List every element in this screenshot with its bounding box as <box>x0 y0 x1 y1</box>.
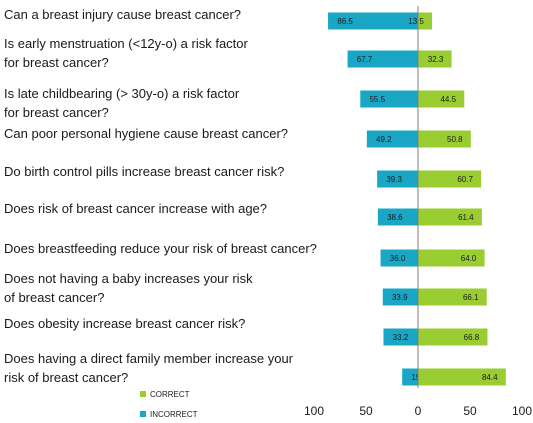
incorrect-value-label: 33.2 <box>393 333 409 342</box>
incorrect-bar <box>380 249 418 267</box>
incorrect-value-label: 38.6 <box>387 213 403 222</box>
question-label: Does breastfeeding reduce your risk of b… <box>4 241 317 256</box>
incorrect-bar <box>347 50 418 68</box>
x-tick-label: 100 <box>304 404 324 418</box>
incorrect-value-label: 67.7 <box>357 55 373 64</box>
correct-bar <box>418 50 452 68</box>
incorrect-bar <box>383 328 418 346</box>
correct-bar <box>418 130 471 148</box>
incorrect-bar <box>402 368 418 386</box>
question-label: Can a breast injury cause breast cancer? <box>4 7 241 22</box>
correct-value-label: 61.4 <box>458 213 474 222</box>
x-tick-label: 100 <box>512 404 532 418</box>
incorrect-value-label: 49.2 <box>376 135 392 144</box>
incorrect-bar <box>377 208 418 226</box>
correct-bar <box>418 288 487 306</box>
correct-value-label: 60.7 <box>457 175 473 184</box>
incorrect-bar <box>377 170 418 188</box>
question-label: Does not having a baby increases your ri… <box>4 271 253 286</box>
correct-value-label: 84.4 <box>482 373 498 382</box>
correct-value-label: 66.1 <box>463 293 479 302</box>
correct-bar <box>418 12 433 30</box>
correct-value-label: 66.8 <box>464 333 480 342</box>
question-label: Does risk of breast cancer increase with… <box>4 201 267 216</box>
incorrect-bar <box>366 130 418 148</box>
question-labels: Can a breast injury cause breast cancer?… <box>4 7 317 385</box>
question-label: risk of breast cancer? <box>4 370 128 385</box>
correct-value-label: 32.3 <box>428 55 444 64</box>
x-tick-label: 0 <box>415 404 422 418</box>
incorrect-bar <box>328 12 418 30</box>
correct-bar <box>418 368 506 386</box>
incorrect-value-label: 39.3 <box>386 175 402 184</box>
correct-bar <box>418 90 465 108</box>
legend-label: CORRECT <box>150 390 190 399</box>
question-label: of breast cancer? <box>4 290 104 305</box>
incorrect-value-label: 55.5 <box>369 95 385 104</box>
question-label: for breast cancer? <box>4 105 109 120</box>
question-label: Do birth control pills increase breast c… <box>4 164 284 179</box>
question-label: Can poor personal hygiene cause breast c… <box>4 126 288 141</box>
incorrect-bar <box>360 90 418 108</box>
x-tick-label: 50 <box>463 404 477 418</box>
x-axis-ticks: 100 50 0 50 100 <box>304 404 532 418</box>
correct-value-label: 13.5 <box>408 17 424 26</box>
correct-bar <box>418 249 485 267</box>
correct-value-label: 44.5 <box>440 95 456 104</box>
incorrect-bar <box>382 288 418 306</box>
correct-value-label: 64.0 <box>461 254 477 263</box>
x-tick-label: 50 <box>359 404 373 418</box>
question-label: Does obesity increase breast cancer risk… <box>4 316 245 331</box>
incorrect-value-label: 33.9 <box>392 293 408 302</box>
correct-value-label: 50.8 <box>447 135 463 144</box>
incorrect-value-label: 86.5 <box>337 17 353 26</box>
legend-swatch <box>140 391 146 397</box>
incorrect-value-label: 36.0 <box>390 254 406 263</box>
correct-bar <box>418 208 482 226</box>
question-label: Is early menstruation (<12y-o) a risk fa… <box>4 36 249 51</box>
question-label: for breast cancer? <box>4 55 109 70</box>
question-label: Does having a direct family member incre… <box>4 351 294 366</box>
legend-label: INCORRECT <box>150 410 198 419</box>
legend-swatch <box>140 411 146 417</box>
correct-bar <box>418 170 482 188</box>
bars: 86.5 13.5 67.7 32.3 55.5 44.5 49.2 50.8 39.3 60.7… <box>328 12 506 386</box>
legend: CORRECT INCORRECT <box>140 390 198 419</box>
correct-bar <box>418 328 488 346</box>
question-label: Is late childbearing (> 30y-o) a risk fa… <box>4 86 240 101</box>
